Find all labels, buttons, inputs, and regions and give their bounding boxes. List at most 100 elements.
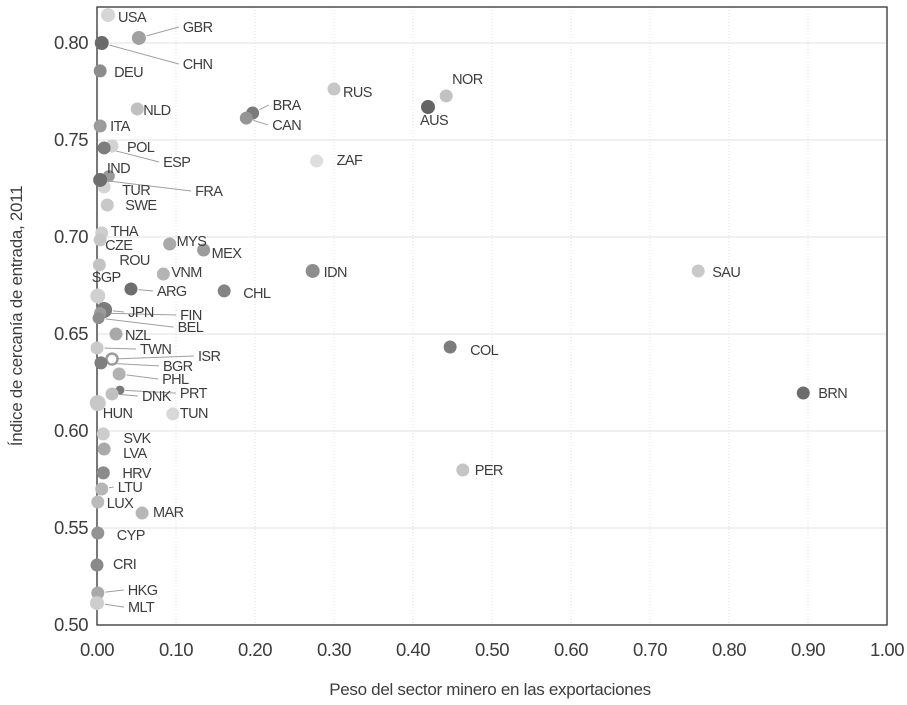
point-ESP bbox=[97, 141, 111, 155]
label-CAN: CAN bbox=[272, 118, 301, 134]
point-HUN bbox=[89, 395, 106, 412]
point-LTU bbox=[95, 482, 109, 496]
label-AUS: AUS bbox=[420, 113, 448, 129]
point-ITA bbox=[93, 119, 107, 133]
point-CAN bbox=[239, 111, 253, 125]
label-SVK: SVK bbox=[123, 431, 151, 447]
label-HKG: HKG bbox=[128, 583, 158, 599]
connector-JPN bbox=[113, 310, 125, 313]
connector-PHL bbox=[126, 374, 159, 380]
label-MLT: MLT bbox=[128, 600, 155, 616]
connector-BRA bbox=[259, 104, 269, 111]
point-MLT bbox=[90, 596, 104, 611]
label-LVA: LVA bbox=[123, 446, 147, 462]
label-FIN: FIN bbox=[180, 308, 202, 324]
label-USA: USA bbox=[118, 10, 147, 26]
label-RUS: RUS bbox=[343, 85, 372, 101]
label-MEX: MEX bbox=[212, 246, 243, 262]
axis-tick-labels: 0.00 0.10 0.20 0.30 0.40 0.50 0.60 0.70 0.80 0.90… bbox=[54, 32, 905, 660]
point-USA bbox=[101, 8, 116, 23]
label-PHL: PHL bbox=[162, 372, 189, 388]
connector-ARG bbox=[138, 289, 154, 292]
point-IDN bbox=[305, 263, 320, 278]
point-SWE bbox=[100, 198, 114, 212]
connector-DNK bbox=[119, 394, 139, 397]
point-ROU bbox=[92, 258, 106, 272]
point-ARG bbox=[124, 282, 138, 296]
x-tick-0.60: 0.60 bbox=[554, 639, 588, 660]
label-GBR: GBR bbox=[183, 20, 213, 36]
label-CHN: CHN bbox=[183, 57, 213, 73]
label-PER: PER bbox=[475, 463, 503, 479]
label-LUX: LUX bbox=[107, 496, 134, 512]
point-ISR bbox=[105, 352, 119, 366]
x-tick-0.50: 0.50 bbox=[475, 639, 509, 660]
label-FRA: FRA bbox=[195, 184, 223, 200]
x-tick-0.30: 0.30 bbox=[317, 639, 351, 660]
connector-GBR bbox=[146, 26, 180, 37]
x-tick-0.70: 0.70 bbox=[633, 639, 667, 660]
label-NOR: NOR bbox=[452, 72, 483, 88]
point-DNK bbox=[105, 387, 119, 401]
point-AUS bbox=[421, 100, 436, 115]
point-CYP bbox=[91, 526, 105, 540]
connector-FRA bbox=[108, 180, 192, 192]
x-tick-0.20: 0.20 bbox=[238, 639, 272, 660]
point-SVK bbox=[96, 427, 110, 441]
y-tick-0.60: 0.60 bbox=[54, 420, 88, 441]
point-NLD bbox=[130, 102, 144, 116]
label-HRV: HRV bbox=[122, 466, 151, 482]
point-SGP bbox=[90, 288, 106, 304]
x-tick-0.90: 0.90 bbox=[791, 639, 825, 660]
y-tick-0.50: 0.50 bbox=[54, 614, 88, 635]
label-connectors bbox=[104, 26, 269, 608]
connector-TWN bbox=[104, 347, 137, 350]
label-ROU: ROU bbox=[119, 253, 150, 269]
x-tick-0.00: 0.00 bbox=[80, 639, 114, 660]
point-CZE bbox=[93, 233, 107, 247]
label-IND: IND bbox=[107, 161, 130, 177]
connector-PRT bbox=[125, 389, 176, 394]
point-CRI bbox=[90, 558, 104, 572]
point-DEU bbox=[93, 64, 107, 78]
label-ESP: ESP bbox=[163, 155, 190, 171]
point-NOR bbox=[439, 89, 453, 103]
point-COL bbox=[443, 340, 457, 354]
point-SAU bbox=[691, 264, 705, 278]
connector-BGR bbox=[108, 362, 159, 367]
label-TWN: TWN bbox=[140, 342, 171, 358]
point-FRA bbox=[93, 172, 108, 187]
point-PHL bbox=[112, 367, 126, 381]
label-COL: COL bbox=[470, 343, 499, 359]
point-VNM bbox=[156, 267, 170, 281]
point-BRN bbox=[796, 386, 810, 400]
x-tick-1.00: 1.00 bbox=[870, 639, 904, 660]
point-MEX bbox=[197, 243, 211, 257]
point-ZAF bbox=[310, 154, 324, 168]
y-axis-title: Índice de cercanía de entrada, 2011 bbox=[7, 186, 26, 446]
label-DEU: DEU bbox=[114, 65, 143, 81]
label-BRN: BRN bbox=[818, 386, 847, 402]
label-BEL: BEL bbox=[178, 320, 204, 336]
label-TUR: TUR bbox=[122, 183, 150, 199]
label-SGP: SGP bbox=[92, 270, 121, 286]
label-LTU: LTU bbox=[118, 480, 143, 496]
label-VNM: VNM bbox=[171, 265, 201, 281]
label-MYS: MYS bbox=[177, 234, 207, 250]
label-POL: POL bbox=[127, 140, 155, 156]
label-NLD: NLD bbox=[143, 103, 170, 119]
connector-BEL bbox=[105, 318, 174, 328]
y-tick-0.65: 0.65 bbox=[54, 323, 88, 344]
point-CHL bbox=[217, 284, 231, 298]
x-tick-0.40: 0.40 bbox=[396, 639, 430, 660]
point-BEL bbox=[92, 312, 105, 325]
label-DNK: DNK bbox=[142, 389, 172, 405]
point-CHN bbox=[94, 36, 109, 50]
y-tick-0.70: 0.70 bbox=[54, 226, 88, 247]
point-RUS bbox=[327, 82, 341, 96]
label-ITA: ITA bbox=[110, 119, 131, 135]
connector-ISR bbox=[118, 355, 195, 360]
